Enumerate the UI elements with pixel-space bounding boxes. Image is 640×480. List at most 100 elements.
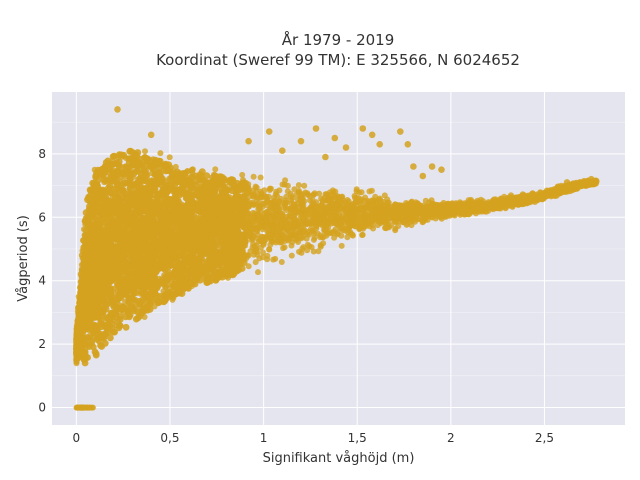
scatter-point <box>267 185 274 192</box>
scatter-point <box>307 208 314 215</box>
scatter-point <box>576 179 583 186</box>
scatter-point <box>497 198 504 205</box>
scatter-point <box>323 232 330 239</box>
scatter-point <box>250 234 257 241</box>
scatter-point <box>331 220 338 226</box>
scatter-point <box>263 193 270 200</box>
scatter-point <box>273 239 280 246</box>
scatter-point <box>282 197 289 204</box>
scatter-point <box>249 244 256 251</box>
scatter-point <box>326 210 332 217</box>
scatter-point <box>344 197 351 203</box>
scatter-point <box>478 208 485 215</box>
scatter-point <box>248 216 255 223</box>
scatter-point <box>299 196 306 203</box>
scatter-point <box>288 197 295 204</box>
scatter-point <box>311 221 318 228</box>
chart-title: År 1979 - 2019 <box>282 30 395 49</box>
scatter-point <box>328 191 334 198</box>
scatter-point <box>258 244 264 251</box>
scatter-point <box>310 248 317 255</box>
scatter-point <box>254 201 261 208</box>
scatter-point <box>250 251 257 258</box>
scatter-point <box>419 205 426 212</box>
scatter-point <box>249 191 256 198</box>
scatter-point <box>306 243 313 250</box>
scatter-point <box>288 232 295 238</box>
scatter-point <box>157 150 164 157</box>
scatter-point <box>312 208 319 215</box>
scatter-point <box>250 173 257 180</box>
scatter-point <box>278 239 285 246</box>
scatter-point <box>414 206 421 213</box>
scatter-point <box>339 193 346 200</box>
scatter-point <box>338 242 345 249</box>
scatter-point <box>370 203 376 210</box>
scatter-point <box>278 259 285 265</box>
scatter-point <box>370 225 377 232</box>
scatter-point <box>166 154 173 161</box>
scatter-point <box>358 189 365 196</box>
scatter-point <box>459 205 466 212</box>
scatter-point <box>252 259 259 266</box>
scatter-point <box>270 198 277 205</box>
scatter-point <box>368 217 375 224</box>
scatter-point <box>73 360 80 367</box>
data-points <box>73 106 600 411</box>
scatter-point <box>253 188 260 195</box>
scatter-point <box>317 232 324 239</box>
scatter-point <box>353 195 360 202</box>
scatter-point <box>293 191 300 198</box>
scatter-point <box>288 242 295 249</box>
scatter-point <box>422 197 429 204</box>
scatter-point <box>261 219 268 226</box>
chart-subtitle: Koordinat (Sweref 99 TM): E 325566, N 60… <box>156 51 520 69</box>
scatter-point <box>301 182 308 189</box>
scatter-point <box>142 148 148 155</box>
scatter-point <box>337 198 344 205</box>
scatter-point <box>287 205 294 212</box>
scatter-point <box>564 187 571 193</box>
scatter-point <box>172 163 179 170</box>
scatter-point <box>342 227 349 234</box>
scatter-point <box>347 230 354 237</box>
scatter-point <box>287 190 294 197</box>
scatter-point <box>374 216 381 223</box>
scatter-point <box>368 187 375 194</box>
scatter-point <box>299 245 306 252</box>
scatter-point <box>319 197 326 204</box>
scatter-point <box>81 226 87 233</box>
scatter-point <box>239 171 246 178</box>
scatter-point <box>395 223 402 229</box>
scatter-point <box>363 201 369 208</box>
scatter-point <box>314 213 321 220</box>
scatter-point <box>269 223 276 230</box>
scatter-point <box>267 241 274 248</box>
scatter-point <box>357 198 364 205</box>
scatter-point <box>401 219 408 226</box>
scatter-point <box>363 211 370 218</box>
scatter-point <box>325 219 332 226</box>
scatter-point <box>289 225 296 232</box>
scatter-point <box>291 186 298 193</box>
scatter-point <box>255 211 262 218</box>
scatter-point <box>250 209 257 216</box>
scatter-point <box>317 242 324 249</box>
scatter-point <box>349 201 356 208</box>
scatter-point <box>264 256 271 263</box>
scatter-point <box>353 186 360 193</box>
scatter-point <box>295 182 302 189</box>
scatter-point <box>359 231 366 238</box>
scatter-point <box>212 166 219 173</box>
scatter-point <box>457 211 464 218</box>
scatter-point <box>288 252 295 259</box>
scatter-point <box>320 214 327 221</box>
scatter-point <box>260 249 266 256</box>
scatter-point <box>375 196 382 203</box>
scatter-point <box>279 216 286 223</box>
scatter-point <box>377 211 384 218</box>
scatter-point <box>322 204 329 211</box>
scatter-point <box>388 208 395 214</box>
scatter-point <box>334 231 341 238</box>
scatter-point <box>257 188 264 195</box>
